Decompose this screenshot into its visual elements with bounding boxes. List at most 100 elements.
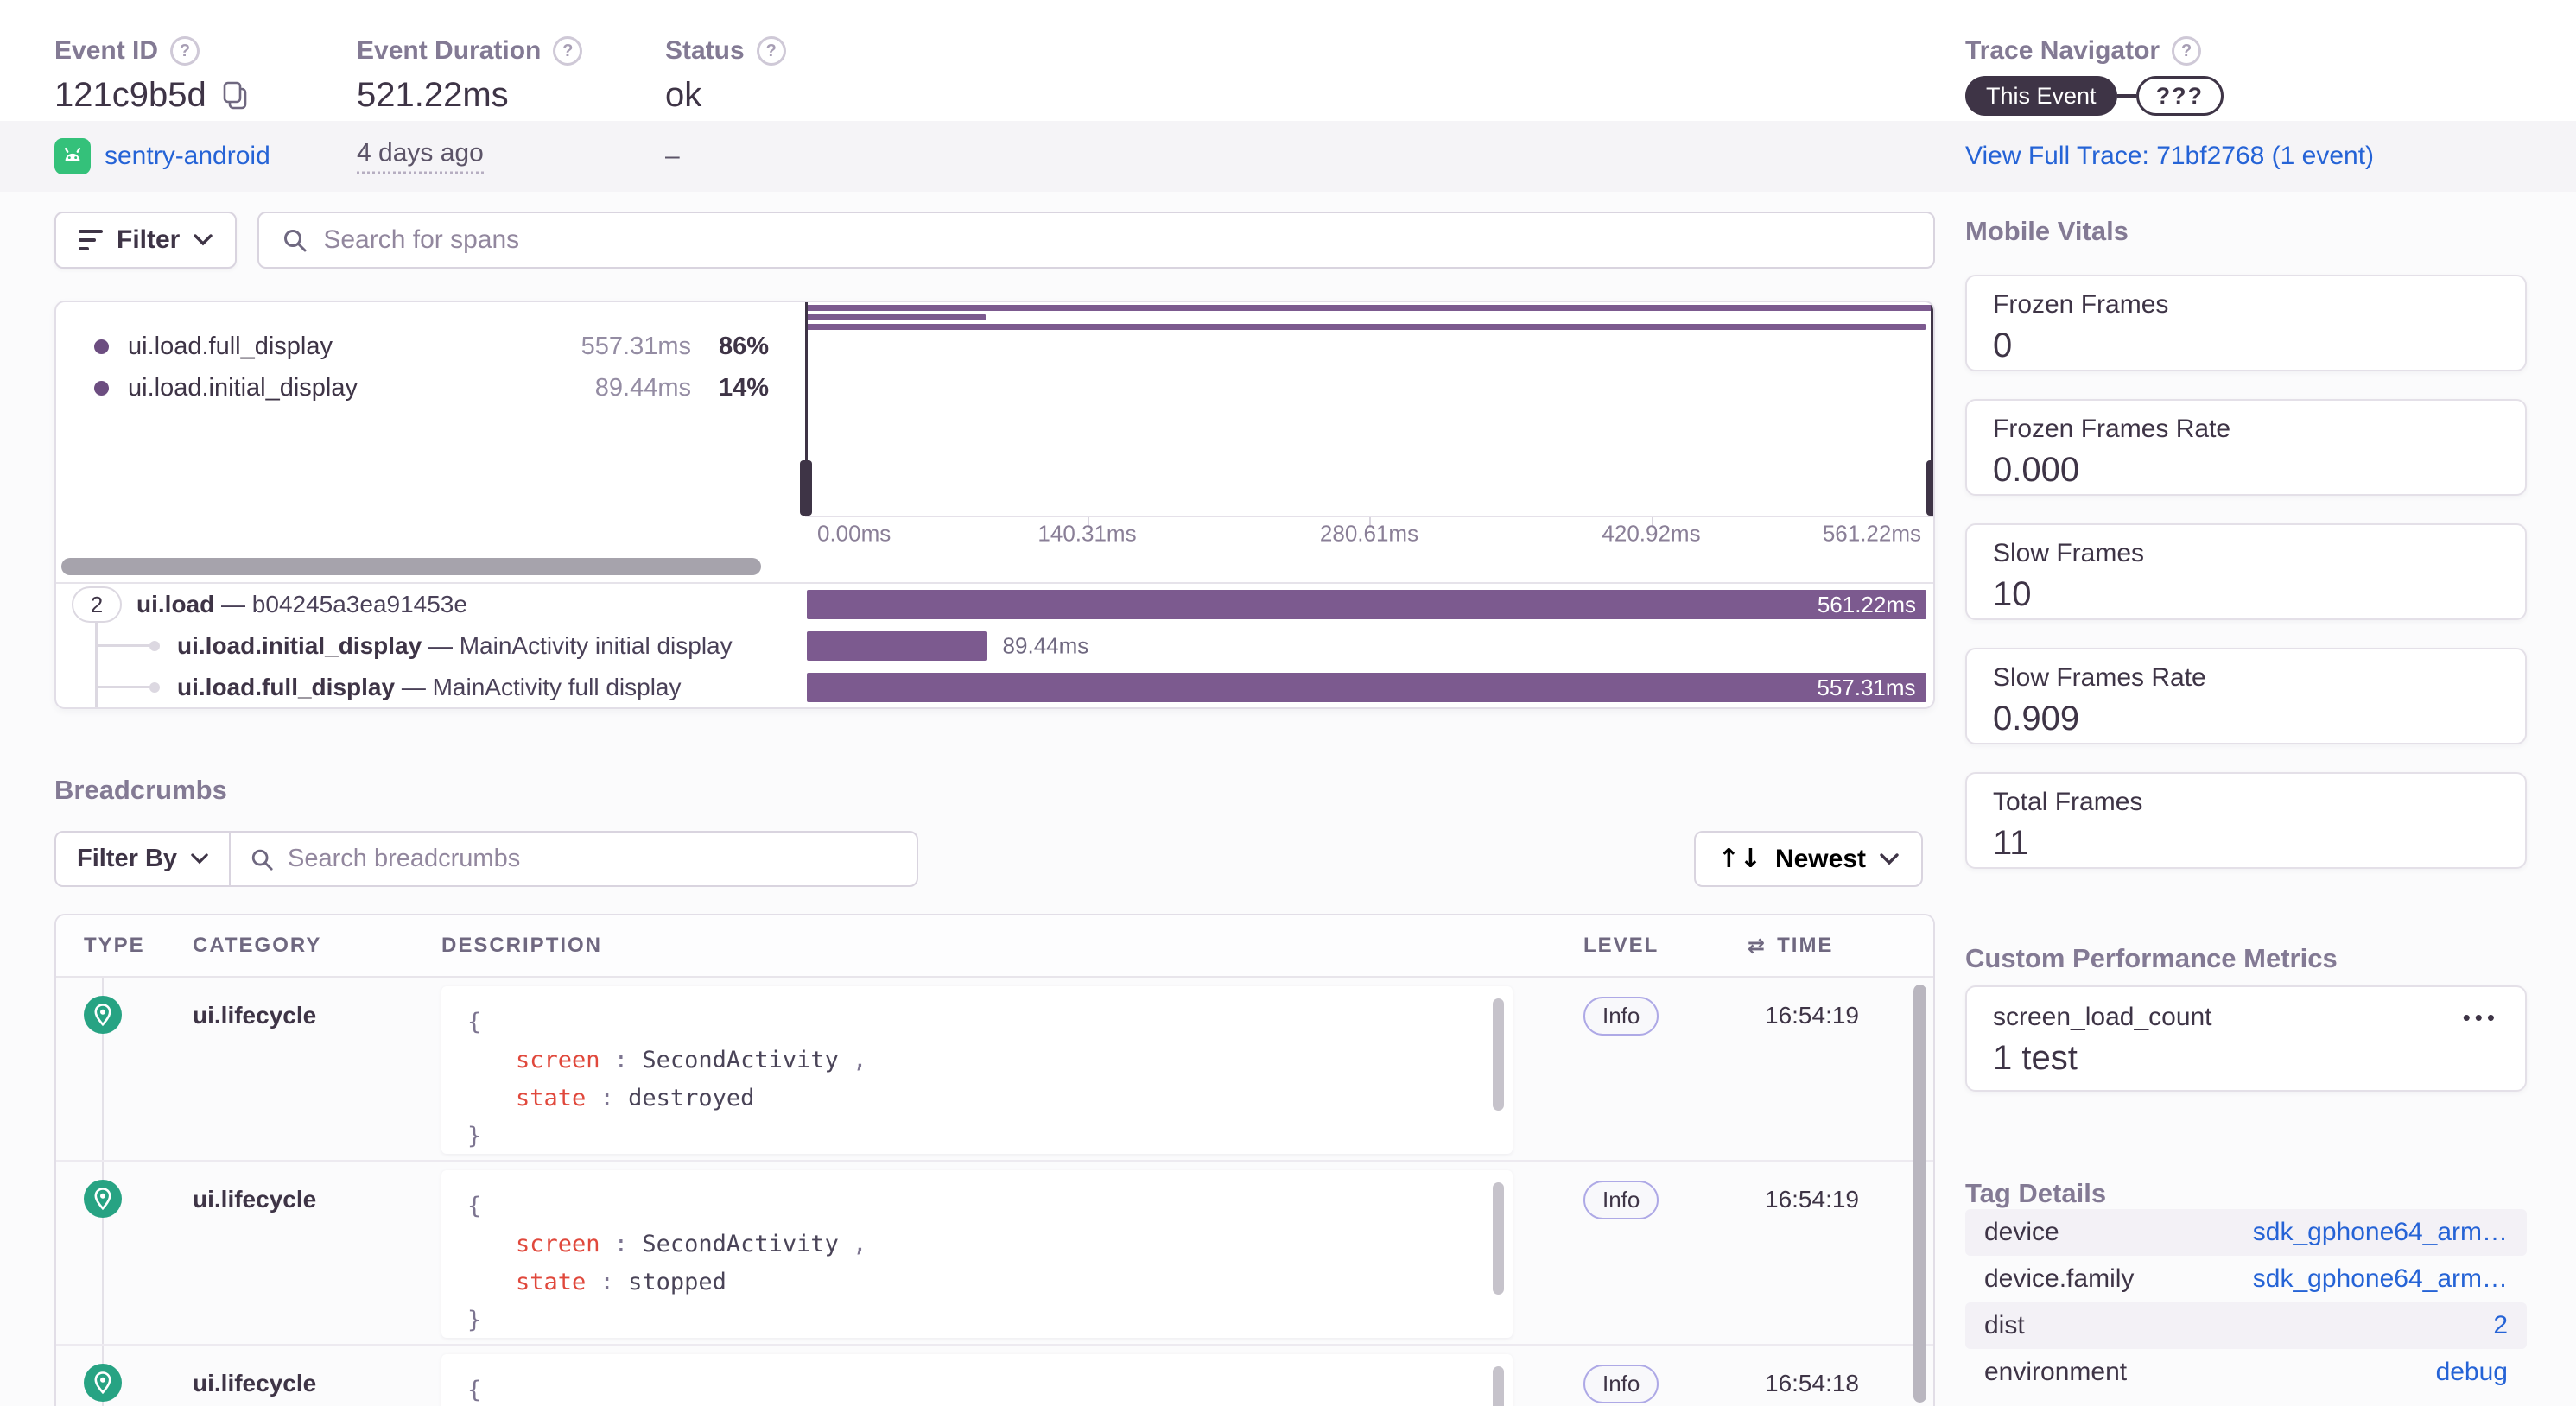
breadcrumb-row: ui.lifecycle { screen : SecondActivity ,… — [56, 1346, 1933, 1406]
code-scrollbar-thumb[interactable] — [1493, 1182, 1504, 1295]
stat-status: Status ? ok — [665, 36, 786, 115]
trace-navigator-label: Trace Navigator ? — [1965, 36, 2202, 66]
span-description: b04245a3ea91453e — [251, 591, 467, 618]
status-value: ok — [665, 76, 702, 114]
copy-icon[interactable] — [220, 79, 250, 112]
search-icon — [250, 847, 274, 871]
chevron-down-icon — [1880, 852, 1899, 865]
span-row-ui-load[interactable]: 2 ui.load — b04245a3ea91453e 561.22ms — [56, 584, 1933, 625]
breadcrumbs-scrollbar-thumb[interactable] — [1913, 985, 1926, 1403]
level-badge: Info — [1583, 1365, 1659, 1403]
level-badge: Info — [1583, 997, 1659, 1036]
tag-value-link[interactable]: 2 — [2493, 1311, 2508, 1340]
filter-button[interactable]: Filter — [54, 212, 238, 269]
tag-key: environment — [1984, 1358, 2128, 1386]
breadcrumb-time: 16:54:19 — [1765, 1002, 1859, 1029]
event-duration-value: 521.22ms — [357, 76, 509, 114]
tree-connector — [95, 644, 152, 647]
vital-card-slow-frames: Slow Frames 10 — [1965, 523, 2527, 620]
event-age: 4 days ago — [357, 139, 484, 174]
breadcrumb-code: { screen : SecondActivity , — [441, 1354, 1513, 1406]
next-event-pill[interactable]: ??? — [2135, 76, 2224, 116]
this-event-pill[interactable]: This Event — [1965, 76, 2117, 116]
span-search — [257, 212, 1935, 269]
age-text[interactable]: 4 days ago — [357, 139, 484, 174]
tag-value-link[interactable]: sdk_gphone64_arm… — [2252, 1264, 2508, 1293]
tree-connector-dot — [149, 682, 160, 693]
event-header: Event ID ? 121c9b5d Event Duration ? 521… — [0, 0, 2576, 121]
breadcrumb-category: ui.lifecycle — [193, 1002, 317, 1029]
tag-row-environment: environment debug — [1965, 1349, 2527, 1396]
tag-key: dist — [1984, 1311, 2025, 1340]
viewport-right-edge — [1931, 302, 1933, 516]
span-count-badge[interactable]: 2 — [72, 586, 122, 623]
sort-label: Newest — [1774, 844, 1866, 873]
event-duration-label: Event Duration — [357, 36, 542, 65]
span-row-full-display[interactable]: ui.load.full_display — MainActivity full… — [56, 667, 1933, 707]
view-full-trace-link[interactable]: View Full Trace: 71bf2768 (1 event) — [1965, 142, 2375, 170]
help-icon[interactable]: ? — [2172, 36, 2202, 66]
vital-card-frozen-frames: Frozen Frames 0 — [1965, 275, 2527, 371]
filter-by-label: Filter By — [77, 845, 178, 872]
vital-value: 0.000 — [1993, 451, 2080, 489]
axis-label: 420.92ms — [1602, 520, 1701, 547]
sort-newest-button[interactable]: ↑↓ Newest — [1693, 831, 1923, 887]
filter-lines-icon — [79, 230, 103, 250]
sort-arrows-icon: ↑↓ — [1717, 844, 1761, 874]
span-op: ui.load.initial_display — [177, 632, 422, 659]
span-row-initial-display[interactable]: ui.load.initial_display — MainActivity i… — [56, 625, 1933, 667]
help-icon[interactable]: ? — [170, 36, 200, 66]
minimap-bar — [805, 314, 986, 320]
axis-label: 140.31ms — [1037, 520, 1137, 547]
span-description: MainActivity full display — [432, 674, 682, 700]
filter-by-button[interactable]: Filter By — [56, 833, 232, 885]
legend-percent: 86% — [718, 332, 769, 360]
code-scrollbar-thumb[interactable] — [1493, 1366, 1504, 1406]
tag-row-device-family: device.family sdk_gphone64_arm… — [1965, 1256, 2527, 1302]
legend-percent: 14% — [718, 373, 769, 402]
view-full-trace: View Full Trace: 71bf2768 (1 event) — [1965, 142, 2374, 171]
breadcrumbs-title: Breadcrumbs — [54, 775, 227, 805]
span-duration-bar: 557.31ms — [807, 673, 1926, 702]
breadcrumb-time: 16:54:18 — [1765, 1370, 1859, 1396]
code-scrollbar-thumb[interactable] — [1493, 998, 1504, 1111]
hscrollbar-thumb[interactable] — [61, 558, 761, 575]
stat-event-duration: Event Duration ? 521.22ms — [357, 36, 583, 115]
breadcrumb-search-input[interactable] — [288, 845, 898, 873]
breadcrumb-row: ui.lifecycle { screen : SecondActivity ,… — [56, 1162, 1933, 1346]
column-time-sort[interactable]: ⇄ TIME — [1748, 934, 1834, 958]
legend-row[interactable]: ui.load.initial_display 89.44ms 14% — [56, 367, 805, 408]
column-type: TYPE — [84, 934, 145, 957]
axis-label: 280.61ms — [1319, 520, 1419, 547]
tag-row-dist: dist 2 — [1965, 1302, 2527, 1349]
timeline-line — [102, 978, 104, 1160]
legend-row[interactable]: ui.load.full_display 557.31ms 86% — [56, 326, 805, 367]
span-legend: ui.load.full_display 557.31ms 86% ui.loa… — [56, 302, 805, 516]
span-duration-bar — [807, 631, 987, 661]
time-axis: 0.00ms 140.31ms 280.61ms 420.92ms 561.22… — [805, 516, 1933, 550]
span-duration-label: 557.31ms — [1817, 674, 1916, 700]
metric-name: screen_load_count — [1993, 1003, 2212, 1031]
overflow-menu-icon[interactable]: ••• — [2462, 1004, 2499, 1030]
help-icon[interactable]: ? — [756, 36, 786, 66]
tag-value-link[interactable]: debug — [2435, 1358, 2508, 1386]
tag-value-link[interactable]: sdk_gphone64_arm… — [2252, 1218, 2508, 1246]
project-link[interactable]: sentry-android — [105, 142, 270, 170]
help-icon[interactable]: ? — [553, 36, 583, 66]
span-separator: — — [422, 632, 460, 659]
status-subvalue: – — [665, 142, 680, 170]
span-search-input[interactable] — [323, 225, 1911, 255]
vital-label: Frozen Frames Rate — [1993, 415, 2231, 443]
axis-tick — [1651, 517, 1653, 528]
breadcrumb-category: ui.lifecycle — [193, 1370, 317, 1396]
minimap-right-handle[interactable] — [1926, 460, 1933, 516]
legend-duration: 557.31ms — [581, 332, 691, 360]
custom-metrics-title: Custom Performance Metrics — [1965, 943, 2338, 973]
span-color-dot — [94, 380, 109, 396]
breadcrumb-code: { screen : SecondActivity , state : stop… — [441, 1170, 1513, 1338]
vital-label: Slow Frames — [1993, 539, 2145, 567]
span-duration-label: 89.44ms — [1002, 632, 1089, 659]
vital-value: 11 — [1993, 824, 2029, 862]
span-tree-hscrollbar — [56, 550, 1933, 584]
minimap-left-handle[interactable] — [800, 460, 812, 516]
